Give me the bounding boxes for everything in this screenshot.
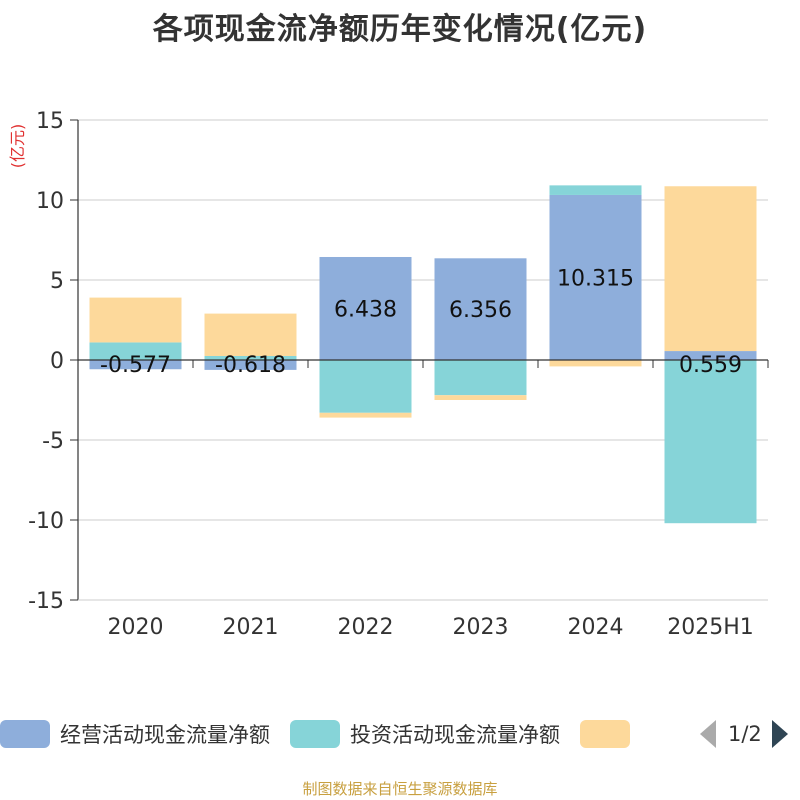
- x-tick-label: 2023: [453, 615, 509, 640]
- data-label-2023: 6.356: [449, 298, 512, 323]
- data-label-2020: -0.577: [100, 353, 171, 378]
- x-tick-label: 2025H1: [667, 615, 754, 640]
- data-label-2025H1: 0.559: [679, 353, 742, 378]
- y-axis-label: (亿元): [8, 124, 27, 169]
- bar-2025H1-s0[interactable]: [664, 351, 757, 360]
- bar-2021-s2[interactable]: [204, 313, 297, 356]
- x-tick-label: 2021: [223, 615, 279, 640]
- legend-label-investing: 投资活动现金流量净额: [350, 723, 560, 747]
- legend-pager: 1/2: [700, 716, 788, 752]
- bar-2023-s0[interactable]: [434, 258, 527, 360]
- x-tick-label: 2022: [338, 615, 394, 640]
- y-tick-label: -15: [28, 589, 64, 614]
- pager-next-icon[interactable]: [771, 720, 788, 748]
- bar-2022-s1[interactable]: [319, 360, 412, 413]
- legend-item-financing[interactable]: [580, 720, 640, 748]
- bar-2024-s0[interactable]: [549, 194, 642, 360]
- pager-text: 1/2: [728, 722, 762, 746]
- x-tick-label: 2020: [108, 615, 164, 640]
- y-tick-label: -5: [42, 429, 64, 454]
- bar-2022-s2[interactable]: [319, 412, 412, 418]
- bar-2020-s1[interactable]: [89, 342, 182, 360]
- bar-2020-s0[interactable]: [89, 360, 182, 370]
- legend-swatch-investing: [290, 720, 340, 748]
- bar-2020-s2[interactable]: [89, 297, 182, 343]
- legend-label-operating: 经营活动现金流量净额: [60, 723, 270, 747]
- legend: 经营活动现金流量净额 投资活动现金流量净额: [0, 716, 800, 752]
- bar-2021-s1[interactable]: [204, 356, 297, 360]
- pager-prev-icon[interactable]: [700, 720, 716, 748]
- legend-item-investing[interactable]: 投资活动现金流量净额: [290, 719, 560, 749]
- data-label-2021: -0.618: [215, 353, 286, 378]
- chart-title: 各项现金流净额历年变化情况(亿元): [152, 12, 648, 47]
- data-label-2022: 6.438: [334, 297, 397, 322]
- bar-2024-s1[interactable]: [549, 185, 642, 195]
- bar-2023-s2[interactable]: [434, 395, 527, 400]
- legend-item-operating[interactable]: 经营活动现金流量净额: [0, 719, 270, 749]
- bar-2021-s0[interactable]: [204, 360, 297, 370]
- bar-2023-s1[interactable]: [434, 360, 527, 396]
- bar-2025H1-s2[interactable]: [664, 186, 757, 352]
- y-tick-label: 0: [50, 349, 64, 374]
- bar-2022-s0[interactable]: [319, 256, 412, 360]
- y-tick-label: -10: [28, 509, 64, 534]
- y-tick-label: 5: [50, 269, 64, 294]
- legend-swatch-financing: [580, 720, 630, 748]
- bar-2024-s2[interactable]: [549, 360, 642, 367]
- x-tick-label: 2024: [568, 615, 624, 640]
- y-tick-label: 15: [36, 109, 64, 134]
- bar-2025H1-s1[interactable]: [664, 360, 757, 524]
- data-label-2024: 10.315: [557, 266, 634, 291]
- legend-swatch-operating: [0, 720, 50, 748]
- y-tick-label: 10: [36, 189, 64, 214]
- source-note: 制图数据来自恒生聚源数据库: [302, 780, 498, 798]
